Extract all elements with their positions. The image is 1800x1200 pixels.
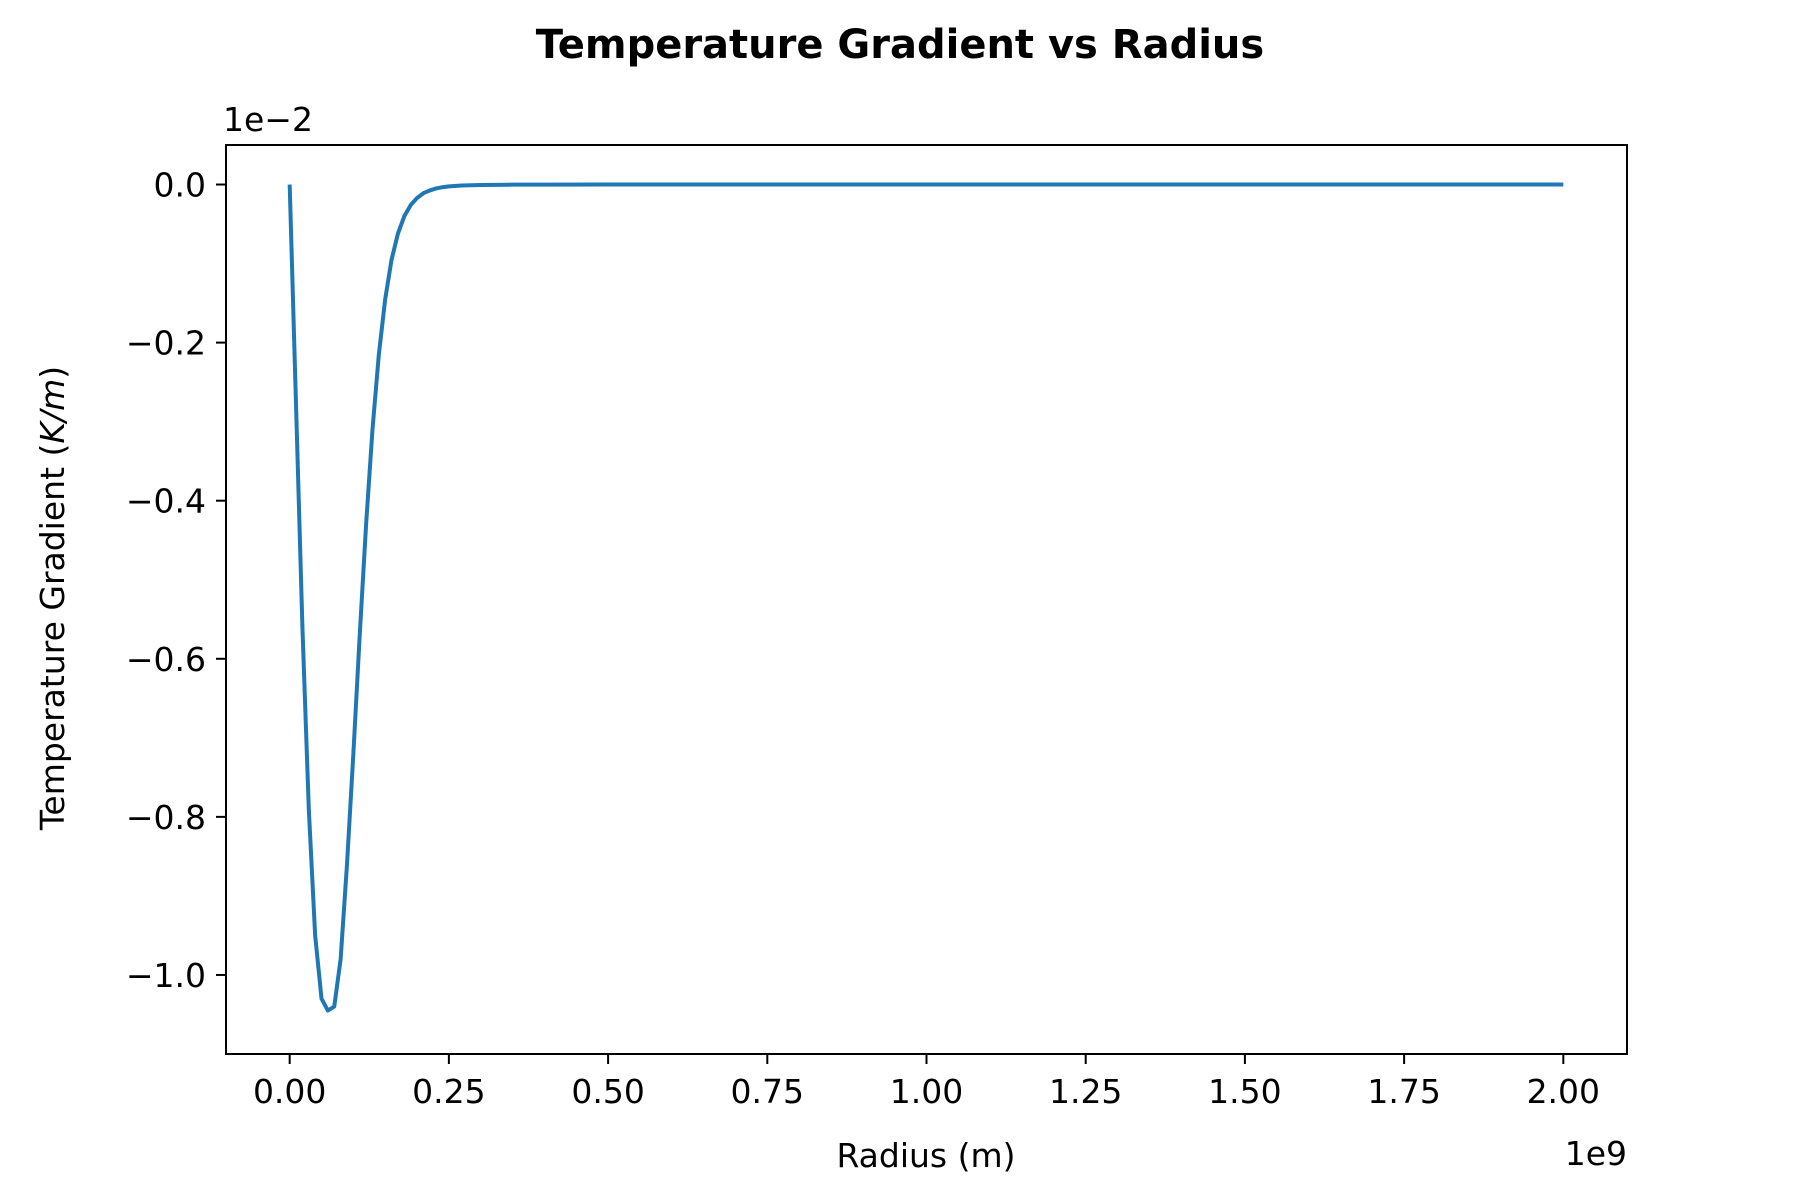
y-tick-label: −0.8 — [126, 798, 206, 837]
x-tick-label: 1.25 — [1049, 1072, 1122, 1111]
y-tick-label: −0.6 — [126, 640, 206, 679]
x-tick-label: 0.75 — [731, 1072, 804, 1111]
x-tick-label: 2.00 — [1527, 1072, 1600, 1111]
y-tick-label: −0.4 — [126, 482, 206, 521]
plot-frame — [225, 144, 1628, 1055]
chart-title: Temperature Gradient vs Radius — [536, 22, 1264, 68]
x-axis-offset-label: 1e9 — [1565, 1134, 1627, 1173]
y-axis-label: Temperature Gradient (K/m) — [33, 366, 72, 831]
x-tick-label: 1.00 — [890, 1072, 963, 1111]
y-tick-label: 0.0 — [154, 166, 206, 205]
x-tick-label: 1.50 — [1208, 1072, 1281, 1111]
y-tick-label: −0.2 — [126, 324, 206, 363]
series-line-0 — [287, 182, 1564, 1013]
x-tick-label: 0.50 — [571, 1072, 644, 1111]
y-tick-label: −1.0 — [126, 956, 206, 995]
y-axis-label-suffix: ) — [33, 366, 72, 379]
y-axis-label-prefix: Temperature Gradient ( — [33, 444, 72, 832]
x-tick-label: 0.00 — [253, 1072, 326, 1111]
y-axis-label-unit: K/m — [33, 379, 72, 444]
plot-area: 0.00 0.25 0.50 0.75 1.00 1.25 1.50 1.75 2.00 0.0 −… — [126, 144, 1628, 1111]
y-axis-offset-label: 1e−2 — [223, 100, 313, 139]
x-tick-label: 1.75 — [1367, 1072, 1440, 1111]
x-tick-label: 0.25 — [412, 1072, 485, 1111]
x-axis-label: Radius (m) — [836, 1136, 1015, 1175]
